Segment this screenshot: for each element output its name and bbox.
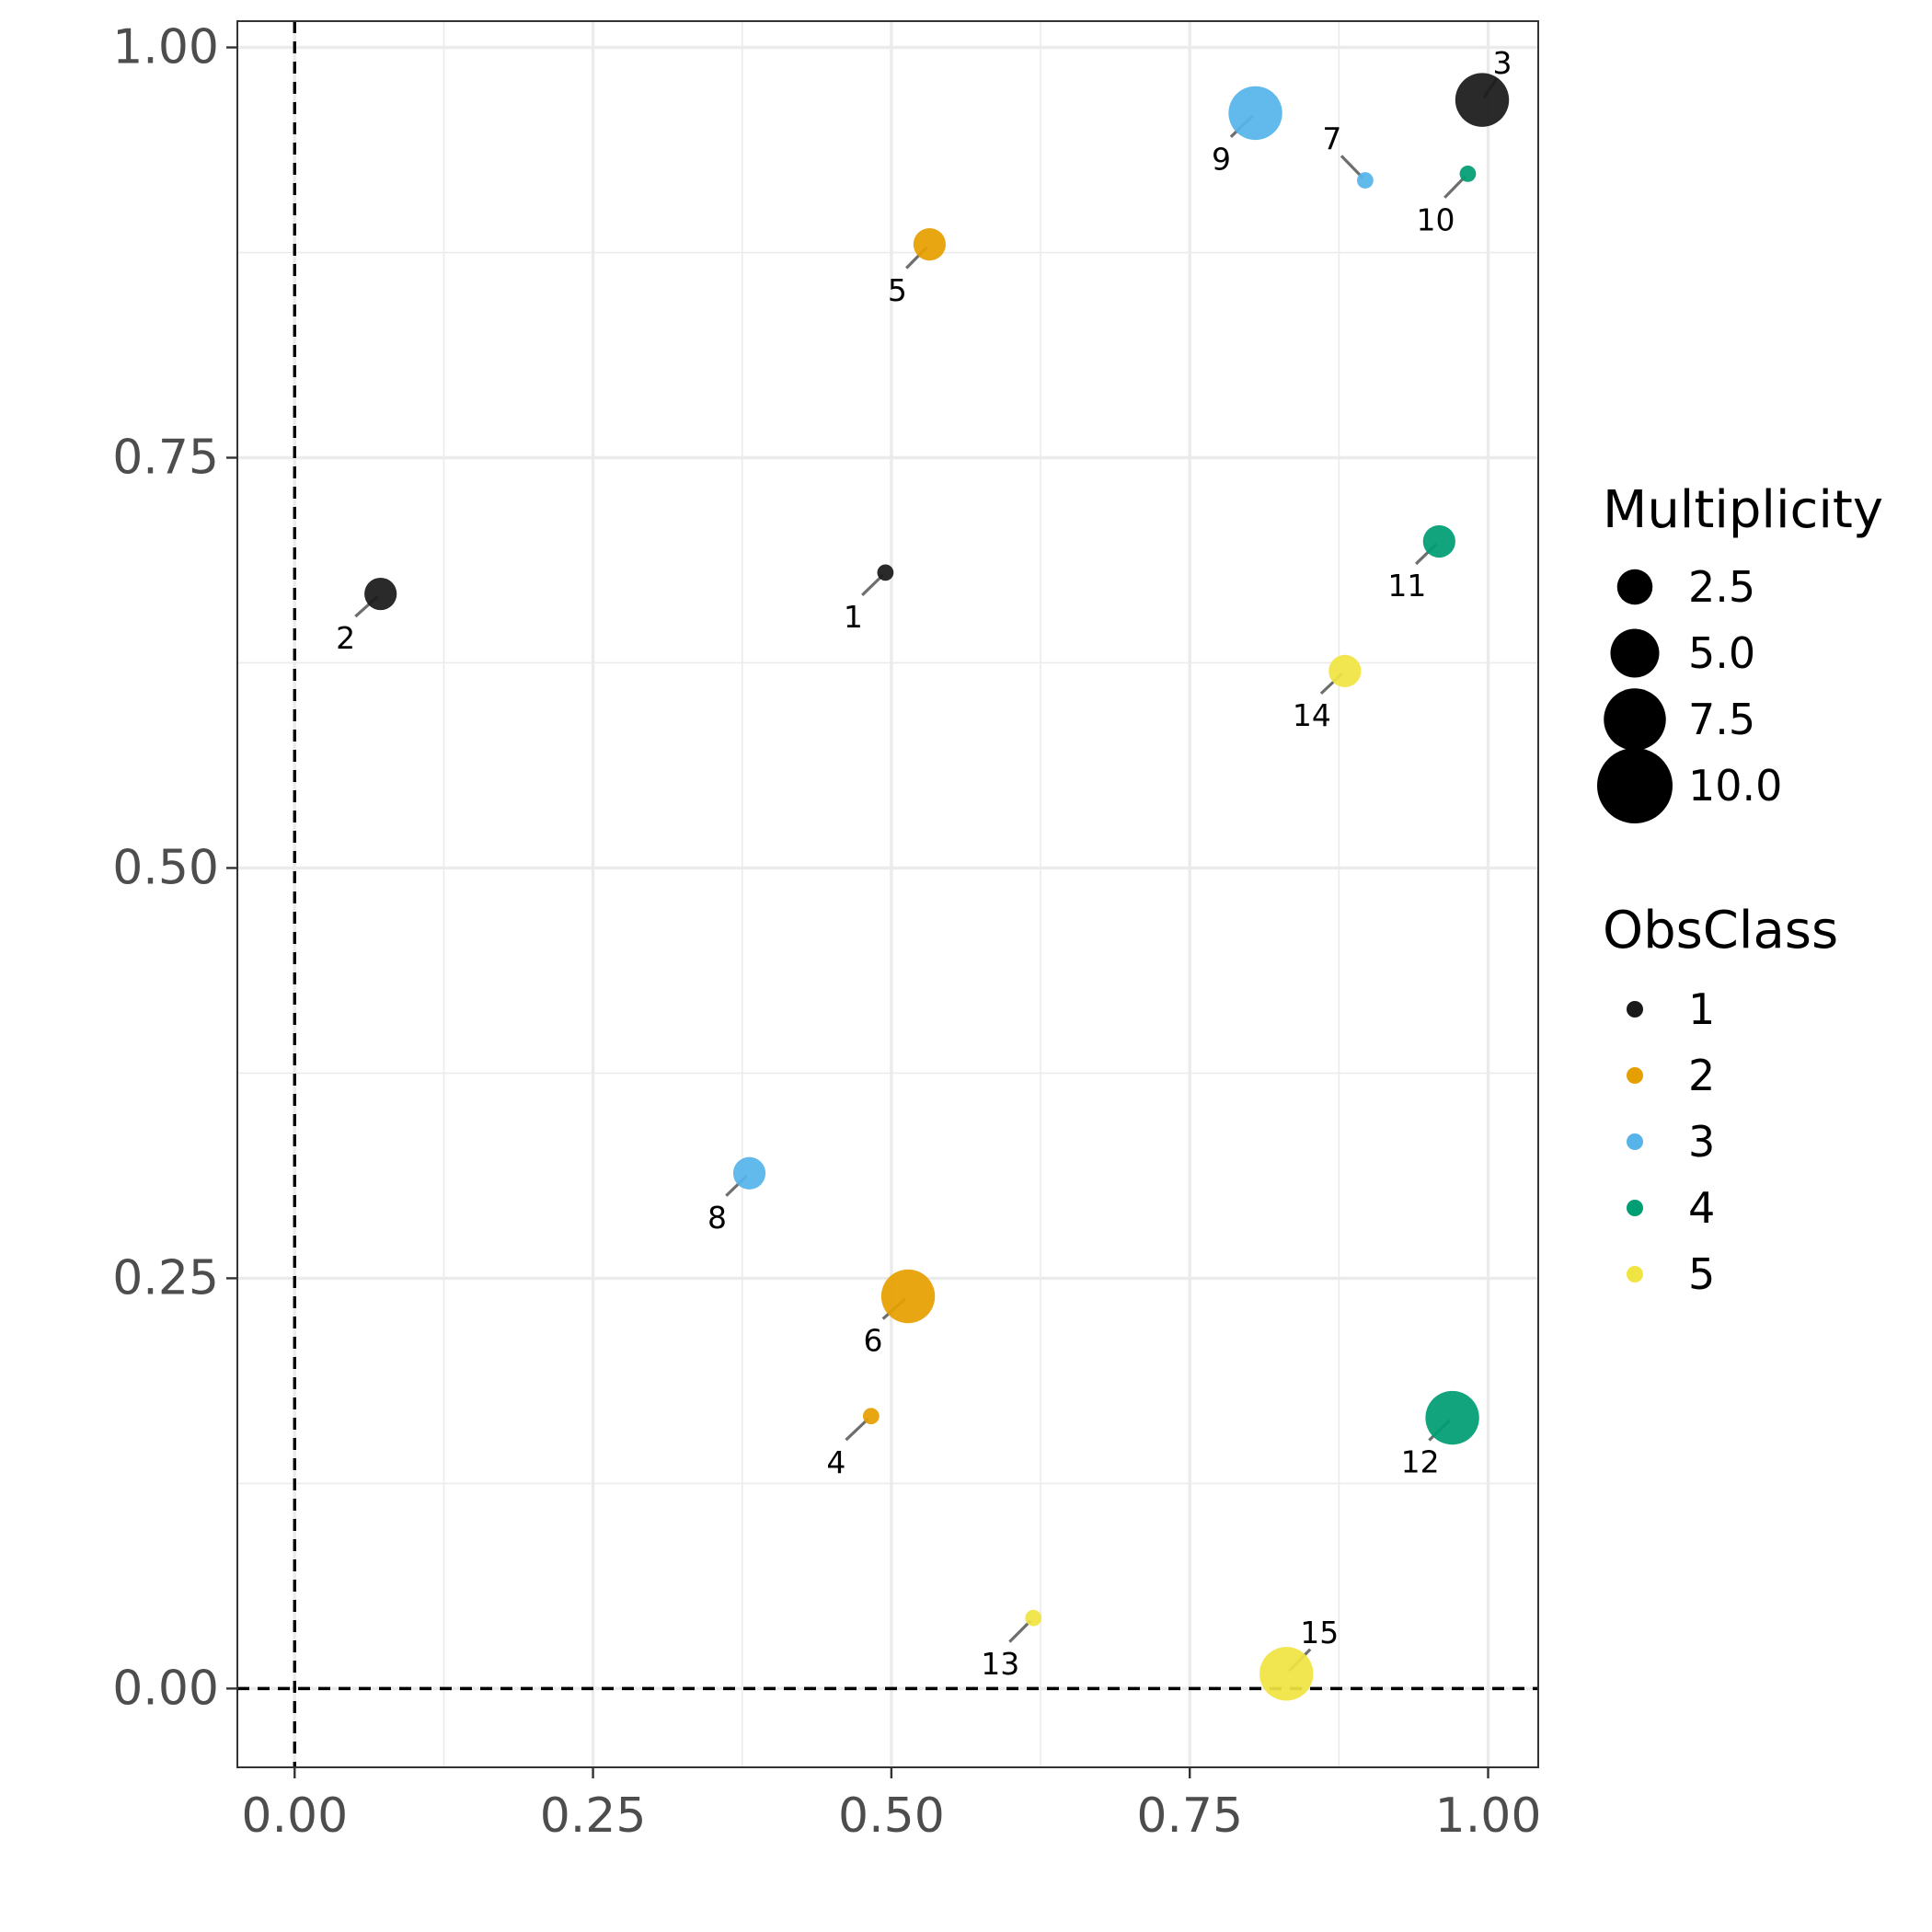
y-tick-label: 1.00	[112, 20, 219, 75]
point-label-4: 4	[826, 1444, 845, 1480]
data-point-5	[914, 228, 946, 260]
point-label-15: 15	[1300, 1615, 1339, 1650]
data-point-15	[1259, 1647, 1313, 1700]
data-point-13	[1025, 1610, 1041, 1627]
data-point-3	[1455, 73, 1509, 126]
legend-size-label: 7.5	[1688, 695, 1755, 744]
point-label-10: 10	[1416, 201, 1455, 237]
legend-color-key	[1627, 1266, 1643, 1282]
x-tick-label: 0.50	[838, 1788, 945, 1844]
data-point-9	[1228, 86, 1282, 140]
y-tick-label: 0.25	[112, 1250, 219, 1305]
data-point-14	[1328, 655, 1361, 687]
point-label-11: 11	[1387, 568, 1426, 604]
point-label-3: 3	[1493, 45, 1512, 81]
x-axis: 0.00 0.25 0.50 0.75 1.00	[241, 1767, 1541, 1844]
legend-color-label: 4	[1688, 1183, 1715, 1233]
data-point-10	[1460, 166, 1477, 182]
point-label-14: 14	[1293, 697, 1331, 733]
point-label-13: 13	[981, 1646, 1019, 1682]
legend-color-key	[1627, 1200, 1643, 1216]
legend-size-key	[1597, 748, 1673, 823]
point-label-2: 2	[336, 620, 355, 656]
legend-color-label: 5	[1688, 1249, 1715, 1299]
x-tick-label: 0.75	[1136, 1788, 1243, 1844]
x-tick-label: 1.00	[1435, 1788, 1542, 1844]
y-axis: 0.00 0.25 0.50 0.75 1.00	[112, 20, 237, 1717]
data-point-4	[863, 1408, 880, 1424]
legend-color-entries: 1 2 3 4 5	[1627, 984, 1715, 1299]
point-label-8: 8	[707, 1200, 727, 1236]
legend-size-label: 10.0	[1688, 761, 1782, 811]
legend-size-key	[1604, 688, 1666, 751]
x-tick-label: 0.25	[540, 1788, 647, 1844]
y-tick-label: 0.50	[112, 840, 219, 895]
x-tick-label: 0.00	[241, 1788, 348, 1844]
point-label-9: 9	[1212, 141, 1231, 177]
y-tick-label: 0.75	[112, 431, 219, 486]
legend-color-key	[1627, 1133, 1643, 1150]
legend: Multiplicity 2.5 5.0 7.5 10.0 ObsClass 1 2 3 4…	[1597, 480, 1883, 1299]
point-label-6: 6	[864, 1323, 883, 1359]
legend-color-key	[1627, 1067, 1643, 1084]
legend-size-label: 5.0	[1688, 628, 1755, 678]
point-label-5: 5	[888, 272, 907, 308]
point-label-12: 12	[1401, 1444, 1440, 1480]
data-point-6	[881, 1270, 935, 1323]
data-point-7	[1357, 172, 1374, 189]
legend-size-key	[1617, 569, 1653, 605]
legend-color-label: 1	[1688, 984, 1715, 1034]
data-point-12	[1425, 1391, 1478, 1444]
y-tick-label: 0.00	[112, 1661, 219, 1716]
point-label-1: 1	[844, 599, 863, 635]
legend-size-title: Multiplicity	[1603, 480, 1883, 540]
legend-color-key	[1627, 1001, 1643, 1018]
data-point-11	[1423, 525, 1455, 558]
data-point-2	[364, 578, 397, 610]
data-point-8	[733, 1157, 765, 1190]
legend-color-title: ObsClass	[1603, 901, 1838, 960]
legend-size-label: 2.5	[1688, 562, 1755, 612]
point-label-7: 7	[1322, 121, 1341, 157]
legend-size-key	[1611, 629, 1660, 678]
data-point-1	[878, 564, 894, 581]
legend-color-label: 3	[1688, 1117, 1715, 1167]
legend-color-label: 2	[1688, 1051, 1715, 1100]
legend-size-entries: 2.5 5.0 7.5 10.0	[1597, 562, 1782, 823]
